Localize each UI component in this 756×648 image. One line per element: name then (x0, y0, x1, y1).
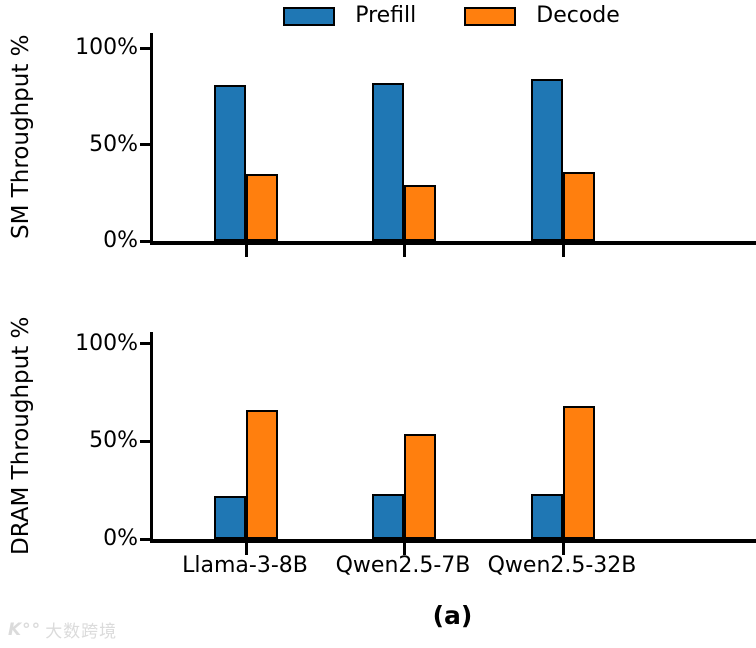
y-tick-label: 100% (75, 35, 138, 61)
x-tick (561, 543, 565, 555)
y-tick-label: 0% (103, 526, 138, 551)
dram-throughput-plot-area: 0% 50% 100% (75, 331, 756, 555)
bar-decode-qwen2.5-7b (404, 185, 436, 241)
prefill-swatch-icon (283, 6, 336, 26)
x-axis-labels: Llama-3-8B Qwen2.5-7B Qwen2.5-32B (0, 553, 756, 583)
x-tick (402, 245, 406, 257)
decode-swatch-icon (464, 6, 517, 26)
bar-decode-qwen2.5-32b (563, 171, 595, 241)
y-tick-label: 50% (89, 131, 138, 157)
legend-label-prefill: Prefill (355, 3, 417, 28)
legend-item-decode: Decode (464, 3, 620, 29)
bar-decode-llama-3-8b (246, 173, 278, 241)
y-tick (140, 46, 150, 50)
subfigure-caption: (a) (432, 601, 473, 630)
legend-item-prefill: Prefill (283, 3, 416, 29)
watermark-logo-icon: K°° (8, 619, 42, 640)
y-tick-label: 100% (75, 330, 138, 356)
sm-throughput-plot-area: 0% 50% 100% (75, 33, 756, 257)
bar-prefill-llama-3-8b (214, 496, 246, 539)
y-tick (140, 537, 150, 541)
y-tick (140, 439, 150, 443)
y-tick (140, 143, 150, 147)
bar-decode-qwen2.5-7b (404, 433, 436, 539)
bar-prefill-qwen2.5-32b (531, 79, 563, 241)
x-tick (561, 245, 565, 257)
y-tick-label: 50% (89, 428, 138, 454)
bar-prefill-qwen2.5-32b (531, 494, 563, 539)
bar-prefill-llama-3-8b (214, 85, 246, 241)
watermark: K°° 大数跨境 (8, 617, 118, 643)
x-tick (244, 543, 248, 555)
y-tick (140, 342, 150, 346)
y-tick (140, 239, 150, 243)
legend-label-decode: Decode (536, 3, 620, 28)
x-tick-label-qwen2-5-32b: Qwen2.5-32B (487, 553, 637, 578)
x-tick (402, 543, 406, 555)
x-tick-label-qwen2-5-7b: Qwen2.5-7B (335, 553, 471, 578)
x-tick-label-llama-3-8b: Llama-3-8B (182, 553, 308, 578)
watermark-text: 大数跨境 (45, 622, 118, 642)
bar-prefill-qwen2.5-7b (372, 494, 404, 539)
bar-prefill-qwen2.5-7b (372, 83, 404, 241)
bar-decode-qwen2.5-32b (563, 406, 595, 539)
y-tick-label: 0% (103, 228, 138, 253)
legend: Prefill Decode (150, 3, 753, 29)
bar-decode-llama-3-8b (246, 410, 278, 539)
x-tick (244, 245, 248, 257)
